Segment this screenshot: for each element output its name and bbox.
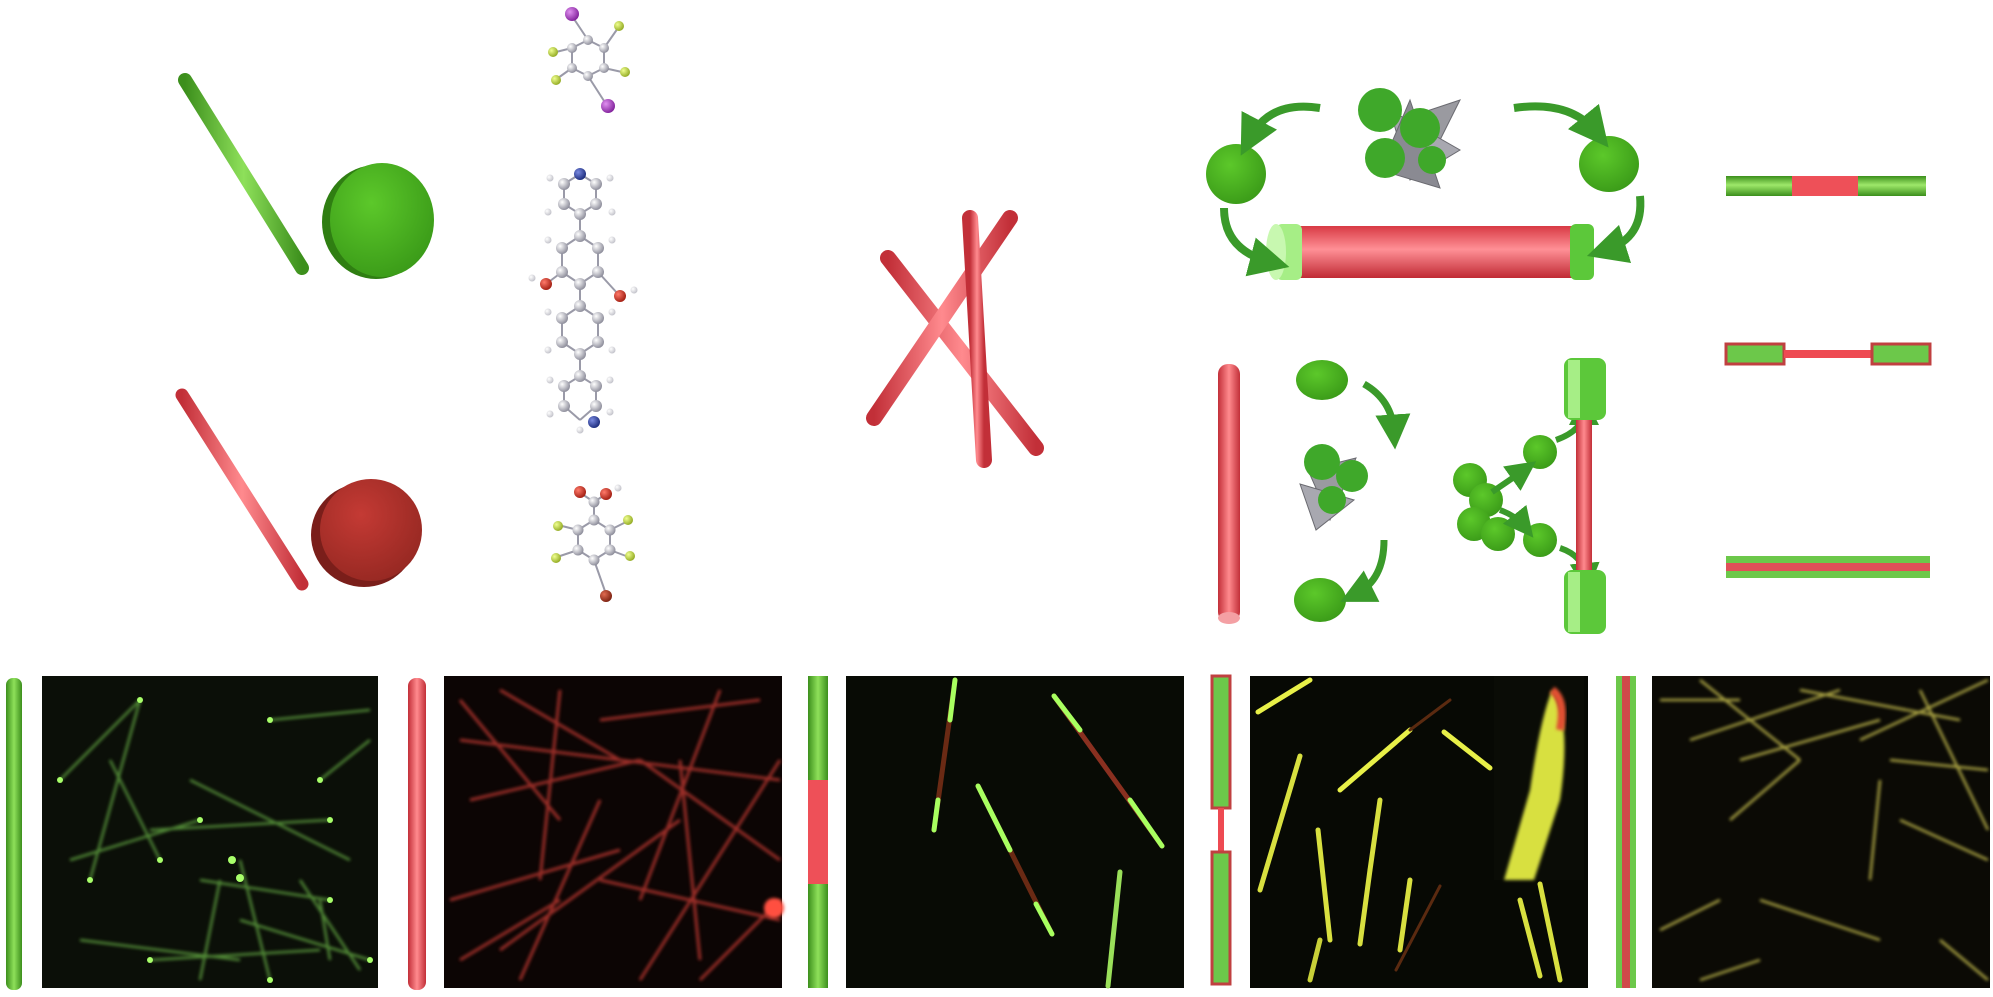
end-growth-cycle xyxy=(1206,88,1645,280)
micrograph-core-shell xyxy=(1652,676,1990,988)
green-cluster xyxy=(1453,435,1557,557)
legend-bar-triblock xyxy=(808,676,828,988)
micrograph-red xyxy=(444,676,784,988)
molecule-top xyxy=(548,7,630,113)
red-rod xyxy=(1290,226,1586,278)
nitrogen-atom xyxy=(588,416,600,428)
hydrogen-atom xyxy=(614,484,622,492)
green-disk xyxy=(1206,144,1266,204)
green-disk xyxy=(1294,578,1346,622)
oxygen-atom xyxy=(574,486,586,498)
crossed-red-rods xyxy=(866,210,1044,468)
molecule-bottom xyxy=(551,484,635,602)
heterostructure-legend xyxy=(1724,176,1932,578)
molecule-middle xyxy=(528,168,638,434)
red-rod-disk-panel xyxy=(175,388,422,591)
core-shell-rod xyxy=(1726,556,1930,578)
red-rod xyxy=(1576,414,1592,572)
legend-bar-dumbbell xyxy=(1210,674,1232,986)
fluorine-atom xyxy=(551,553,561,563)
red-rod xyxy=(1218,364,1240,622)
fluorine-atom xyxy=(614,21,624,31)
green-disk xyxy=(330,163,434,277)
flower-icon xyxy=(1358,88,1461,189)
legend-bar-red xyxy=(408,678,426,990)
red-rod xyxy=(175,388,309,591)
fluorine-atom xyxy=(623,515,633,525)
micrograph-dumbbell xyxy=(1250,676,1588,988)
fluorine-atom xyxy=(625,551,635,561)
micrograph-green xyxy=(42,676,378,988)
green-rod xyxy=(178,73,309,275)
dumbbell-rod xyxy=(1724,342,1932,366)
nitrogen-atom xyxy=(574,168,586,180)
green-cap xyxy=(1570,224,1594,280)
oxygen-atom xyxy=(600,488,612,500)
side-growth-schematic xyxy=(1218,358,1606,634)
oxygen-atom xyxy=(540,278,552,290)
fluorine-atom xyxy=(553,521,563,531)
legend-bar-green xyxy=(6,678,22,990)
iodine-atom xyxy=(565,7,579,21)
iodine-atom xyxy=(601,99,615,113)
green-disk xyxy=(1296,360,1348,400)
fluorine-atom xyxy=(551,75,561,85)
green-disk xyxy=(1579,136,1639,192)
oxygen-atom xyxy=(614,290,626,302)
flower-icon xyxy=(1299,444,1368,531)
legend-bar-core-shell xyxy=(1616,676,1636,988)
bromine-atom xyxy=(600,590,612,602)
green-rod-disk-panel xyxy=(178,73,434,279)
fluorine-atom xyxy=(620,67,630,77)
red-disk xyxy=(320,479,422,581)
fluorine-atom xyxy=(548,47,558,57)
triblock-rod xyxy=(1726,176,1926,196)
micrograph-triblock xyxy=(846,676,1184,989)
